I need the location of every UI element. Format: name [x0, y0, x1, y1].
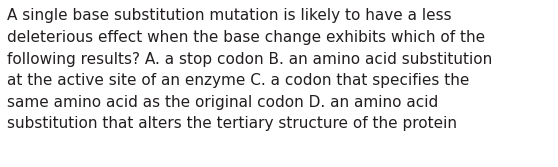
Text: A single base substitution mutation is likely to have a less
deleterious effect : A single base substitution mutation is l… — [7, 8, 493, 131]
